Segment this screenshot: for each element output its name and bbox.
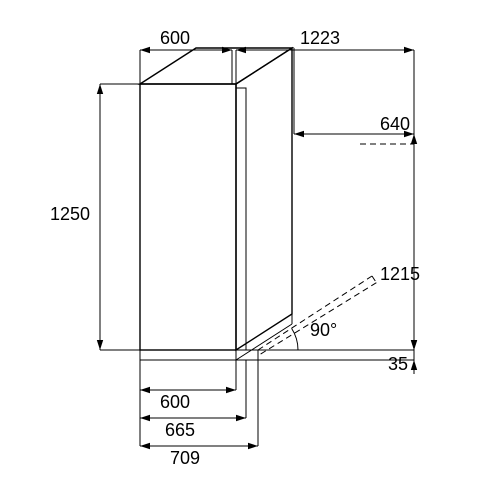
dim-depth-600: 600 [160, 392, 190, 412]
dim-toe: 35 [388, 354, 408, 374]
dim-height: 1250 [50, 204, 90, 224]
dim-door-w: 640 [380, 114, 410, 134]
dim-depth-665: 665 [165, 420, 195, 440]
dim-door-h: 1215 [380, 264, 420, 284]
dim-swing-top: 1223 [300, 28, 340, 48]
dimension-drawing: 90° 600 1223 1250 640 1215 35 600 665 709 [0, 0, 500, 500]
dim-angle: 90° [310, 320, 337, 340]
appliance-top [140, 48, 292, 84]
door-slab [236, 88, 246, 350]
dim-width-top: 600 [160, 28, 190, 48]
toe-kick [140, 350, 236, 360]
appliance-front [140, 84, 236, 350]
dim-depth-709: 709 [170, 448, 200, 468]
appliance-side [236, 48, 292, 350]
